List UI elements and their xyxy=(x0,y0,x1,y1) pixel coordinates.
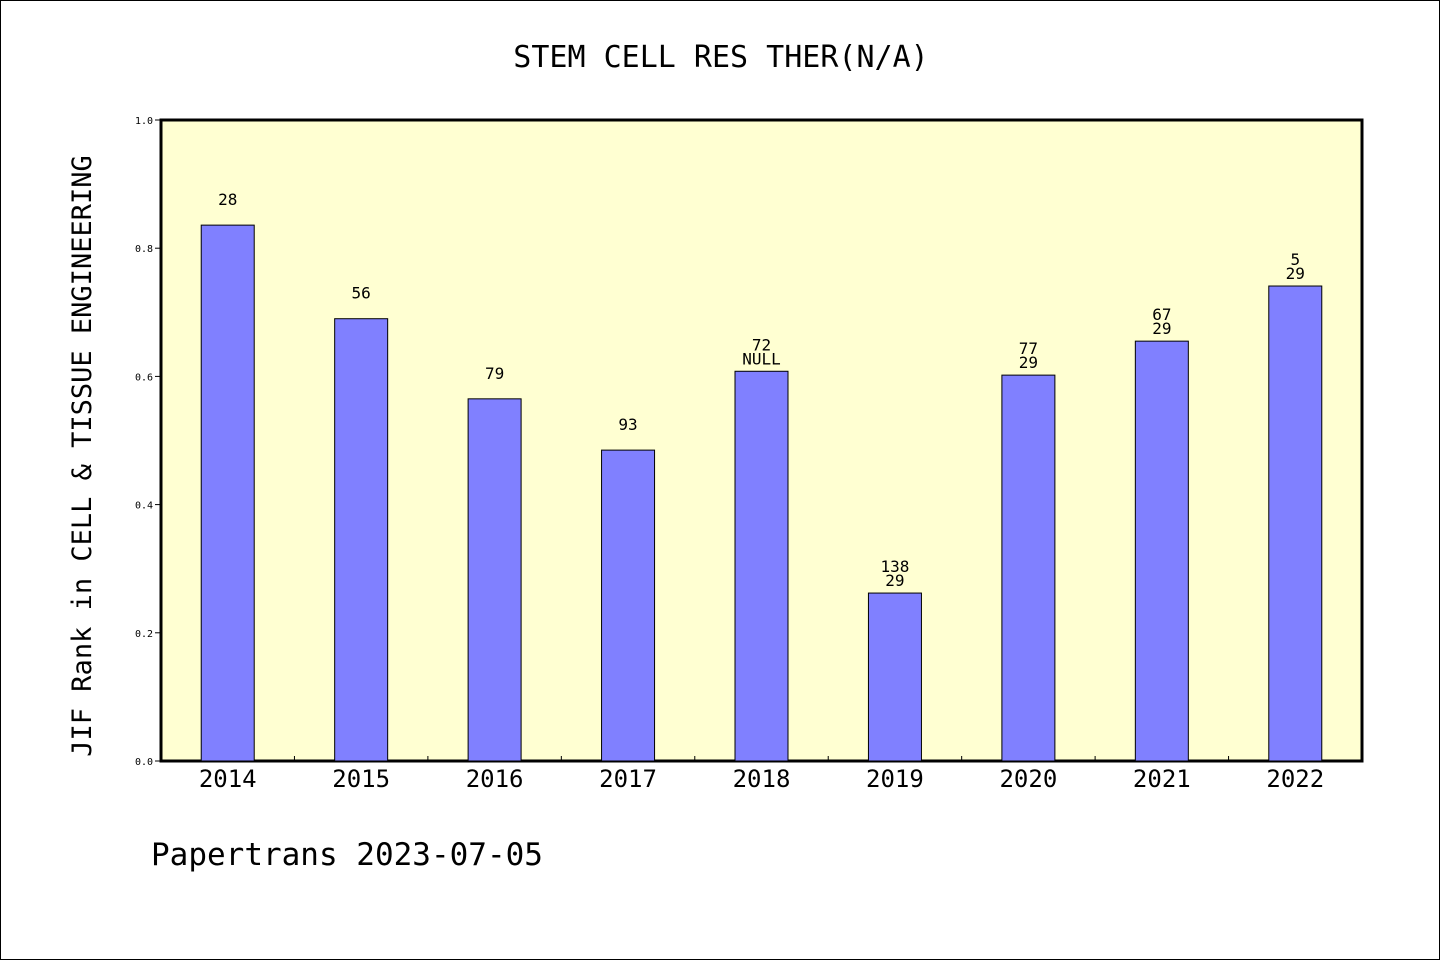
x-tick-label: 2014 xyxy=(199,765,257,793)
bar-data-label: 29 xyxy=(1019,353,1038,372)
bar-data-label: 79 xyxy=(485,364,504,383)
bar-2014 xyxy=(200,224,255,762)
x-tick-label: 2019 xyxy=(866,765,924,793)
bar-2022 xyxy=(1268,285,1323,762)
bar-2017 xyxy=(601,449,656,762)
bar-data-label: 93 xyxy=(618,415,637,434)
x-tick-label: 2016 xyxy=(466,765,524,793)
bar-2016 xyxy=(467,398,522,762)
y-tick-label: 0.6 xyxy=(135,372,153,383)
x-tick-label: 2020 xyxy=(999,765,1057,793)
bar-data-label: 77 xyxy=(1019,339,1038,358)
bar-data-label: 72 xyxy=(752,335,771,354)
bar-data-label: 67 xyxy=(1152,305,1171,324)
x-tick-label: 2017 xyxy=(599,765,657,793)
footer-text: Papertrans 2023-07-05 xyxy=(151,837,543,873)
bars xyxy=(200,224,1323,762)
y-tick-label: 0.0 xyxy=(135,757,153,768)
bar-data-label: 56 xyxy=(352,284,371,303)
bar-data-label: 29 xyxy=(1152,319,1171,338)
bar-data-label: NULL xyxy=(742,349,781,368)
bar-2015 xyxy=(334,318,389,762)
x-tick-labels: 2014 2015 2016 2017 2018 2019 2020 2021 2022 xyxy=(199,765,1324,793)
bar-2020 xyxy=(1001,374,1056,762)
y-tick-labels: 0.0 0.2 0.4 0.6 0.8 1.0 xyxy=(135,116,153,768)
x-tick-label: 2021 xyxy=(1133,765,1191,793)
y-tick-label: 0.2 xyxy=(135,629,153,640)
bar-2018 xyxy=(734,370,789,762)
bar-2021 xyxy=(1134,340,1189,762)
y-tick-label: 0.4 xyxy=(135,501,153,512)
y-tick-label: 1.0 xyxy=(135,116,153,127)
y-axis-label: JIF Rank in CELL & TISSUE ENGINEERING xyxy=(67,155,98,756)
bar-2019 xyxy=(867,592,922,762)
bar-data-label: 28 xyxy=(218,190,237,209)
x-tick-label: 2018 xyxy=(733,765,791,793)
x-tick-label: 2022 xyxy=(1266,765,1324,793)
axis-ticks xyxy=(155,119,1230,762)
x-tick-label: 2015 xyxy=(332,765,390,793)
bar-data-label: 29 xyxy=(885,571,904,590)
bar-data-label: 138 xyxy=(880,557,909,576)
bar-data-label: 29 xyxy=(1286,264,1305,283)
chart-title: STEM CELL RES THER(N/A) xyxy=(513,40,928,75)
y-tick-label: 0.8 xyxy=(135,244,153,255)
bar-data-label: 5 xyxy=(1290,250,1300,269)
